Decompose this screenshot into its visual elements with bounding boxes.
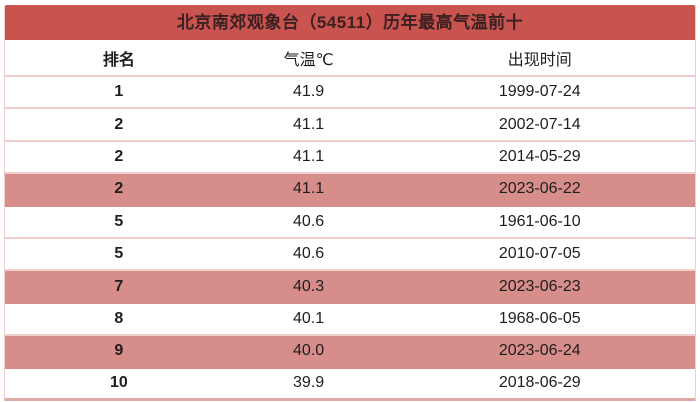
column-header-rank: 排名 [102,51,135,69]
table-title: 北京南郊观象台（54511）历年最高气温前十 [5,5,695,40]
date-cell: 1961-06-10 [498,212,581,230]
date-cell: 2023-06-22 [498,180,581,198]
temp-cell: 39.9 [293,374,325,392]
rank-cell: 2 [114,180,124,198]
rank-cell: 2 [114,115,124,133]
table-row: 5 40.6 2010-07-05 [5,238,695,272]
date-cell: 2010-07-05 [498,245,581,263]
temperature-record-table: 北京南郊观象台（54511）历年最高气温前十 排名 气温℃ 出现时间 1 41.… [4,5,696,401]
temp-cell: 41.9 [293,83,325,101]
table-row-highlighted: 9 40.0 2023-06-24 [5,336,695,369]
date-cell: 1968-06-05 [498,309,581,327]
table-row: 5 40.6 1961-06-10 [5,206,695,239]
column-header-temperature: 气温℃ [283,51,334,69]
temp-cell: 41.1 [293,180,325,198]
temp-cell: 40.6 [293,212,325,230]
rank-cell: 9 [114,342,124,360]
temp-cell: 40.0 [293,342,325,360]
rank-cell: 10 [109,374,128,392]
table-row: 2 41.1 2002-07-14 [5,109,695,142]
rank-cell: 5 [114,245,124,263]
date-cell: 2023-06-24 [498,342,581,360]
table-row-highlighted: 7 40.3 2023-06-23 [5,271,695,304]
date-cell: 2014-05-29 [498,147,581,165]
rank-cell: 2 [114,147,124,165]
date-cell: 1999-07-24 [498,83,581,101]
table-header-row: 排名 气温℃ 出现时间 [5,40,695,77]
table-row: 1 41.9 1999-07-24 [5,77,695,110]
table-row: 2 41.1 2014-05-29 [5,141,695,175]
rank-cell: 7 [114,277,124,295]
temp-cell: 41.1 [293,115,325,133]
temp-cell: 41.1 [293,147,325,165]
column-header-date: 出现时间 [507,51,572,69]
table-row: 10 39.9 2018-06-29 [5,368,695,401]
rank-cell: 8 [114,309,124,327]
temp-cell: 40.6 [293,245,325,263]
rank-cell: 1 [114,83,124,101]
temp-cell: 40.3 [293,277,325,295]
date-cell: 2018-06-29 [498,374,581,392]
rank-cell: 5 [114,212,124,230]
table-row-highlighted: 2 41.1 2023-06-22 [5,174,695,207]
date-cell: 2002-07-14 [498,115,581,133]
temp-cell: 40.1 [293,309,325,327]
date-cell: 2023-06-23 [498,277,581,295]
table-row: 8 40.1 1968-06-05 [5,303,695,337]
